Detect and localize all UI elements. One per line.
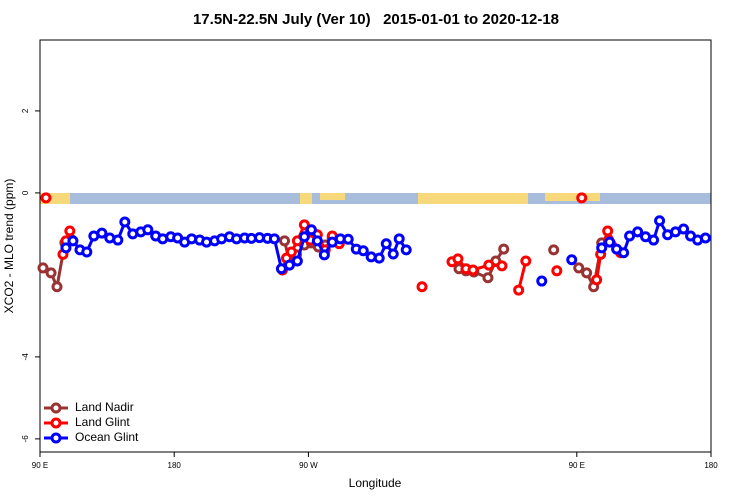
data-point xyxy=(602,225,614,237)
data-point xyxy=(45,267,57,279)
legend-label: Land Nadir xyxy=(75,400,134,414)
data-point xyxy=(37,262,49,274)
data-point xyxy=(291,255,303,267)
land-strip xyxy=(40,193,70,204)
data-point xyxy=(467,264,479,276)
data-point xyxy=(498,243,510,255)
data-point xyxy=(142,224,154,236)
data-point xyxy=(64,225,76,237)
land-strip xyxy=(418,193,528,204)
data-point xyxy=(380,238,392,250)
land-strip xyxy=(320,193,345,200)
ocean-strip xyxy=(40,193,711,204)
data-point xyxy=(393,233,405,245)
data-point xyxy=(96,227,108,239)
data-point xyxy=(573,262,585,274)
y-tick-label: -4 xyxy=(21,353,30,361)
map-strip xyxy=(40,193,711,204)
x-tick-label: 180 xyxy=(704,461,718,470)
y-tick-label: -6 xyxy=(21,435,30,443)
data-point xyxy=(513,284,525,296)
data-point xyxy=(604,236,616,248)
data-point xyxy=(400,244,412,256)
land-strip xyxy=(545,193,600,201)
data-point xyxy=(576,192,588,204)
data-point xyxy=(373,252,385,264)
legend-marker xyxy=(50,402,62,414)
data-point xyxy=(387,248,399,260)
data-point xyxy=(624,230,636,242)
data-point xyxy=(548,244,560,256)
data-point xyxy=(298,231,310,243)
data-point xyxy=(678,223,690,235)
x-tick-label: 90 E xyxy=(32,461,48,470)
data-point xyxy=(81,246,93,258)
data-point xyxy=(551,265,563,277)
data-point xyxy=(654,215,666,227)
data-point xyxy=(416,281,428,293)
data-point xyxy=(51,281,63,293)
data-point xyxy=(536,275,548,287)
data-point xyxy=(357,245,369,257)
data-point xyxy=(699,232,711,244)
data-point xyxy=(618,247,630,259)
data-point xyxy=(318,249,330,261)
chart-title: 17.5N-22.5N July (Ver 10) 2015-01-01 to … xyxy=(193,11,559,28)
x-tick-label: 180 xyxy=(168,461,182,470)
y-tick-label: 2 xyxy=(21,108,30,113)
data-point xyxy=(496,260,508,272)
data-point xyxy=(520,255,532,267)
data-point xyxy=(112,234,124,246)
data-point xyxy=(285,246,297,258)
legend-label: Land Glint xyxy=(75,415,130,429)
data-point xyxy=(279,235,291,247)
legend-label: Ocean Glint xyxy=(75,430,139,444)
data-point xyxy=(283,259,295,271)
data-point xyxy=(119,216,131,228)
data-point xyxy=(67,235,79,247)
land-strip xyxy=(300,193,312,204)
x-axis-label: Longitude xyxy=(349,476,402,490)
data-point xyxy=(581,267,593,279)
data-point xyxy=(483,259,495,271)
data-point xyxy=(60,242,72,254)
y-axis-label: XCO2 - MLO trend (ppm) xyxy=(2,179,16,314)
data-point xyxy=(591,274,603,286)
data-point xyxy=(311,235,323,247)
data-point xyxy=(40,192,52,204)
plot-frame xyxy=(39,39,712,453)
x-tick-label: 90 W xyxy=(299,461,318,470)
data-point xyxy=(342,233,354,245)
data-point xyxy=(452,253,464,265)
data-point xyxy=(566,254,578,266)
x-tick-label: 90 E xyxy=(569,461,585,470)
data-point xyxy=(632,226,644,238)
data-point xyxy=(596,242,608,254)
data-point xyxy=(305,224,317,236)
data-point xyxy=(648,234,660,246)
data-point xyxy=(482,272,494,284)
y-tick-label: 0 xyxy=(21,190,30,195)
data-point xyxy=(298,219,310,231)
legend-marker xyxy=(50,417,62,429)
data-point xyxy=(268,233,280,245)
legend-marker xyxy=(50,432,62,444)
